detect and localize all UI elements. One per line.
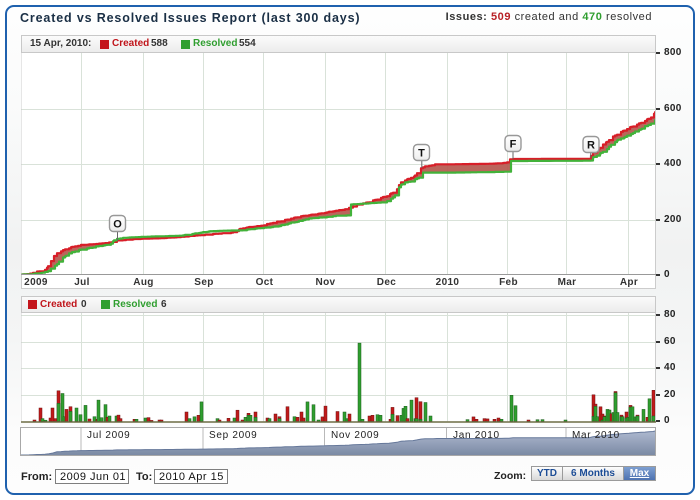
svg-text:T: T bbox=[418, 148, 425, 160]
svg-text:R: R bbox=[587, 140, 595, 152]
svg-text:O: O bbox=[113, 219, 122, 231]
svg-text:F: F bbox=[510, 139, 517, 151]
